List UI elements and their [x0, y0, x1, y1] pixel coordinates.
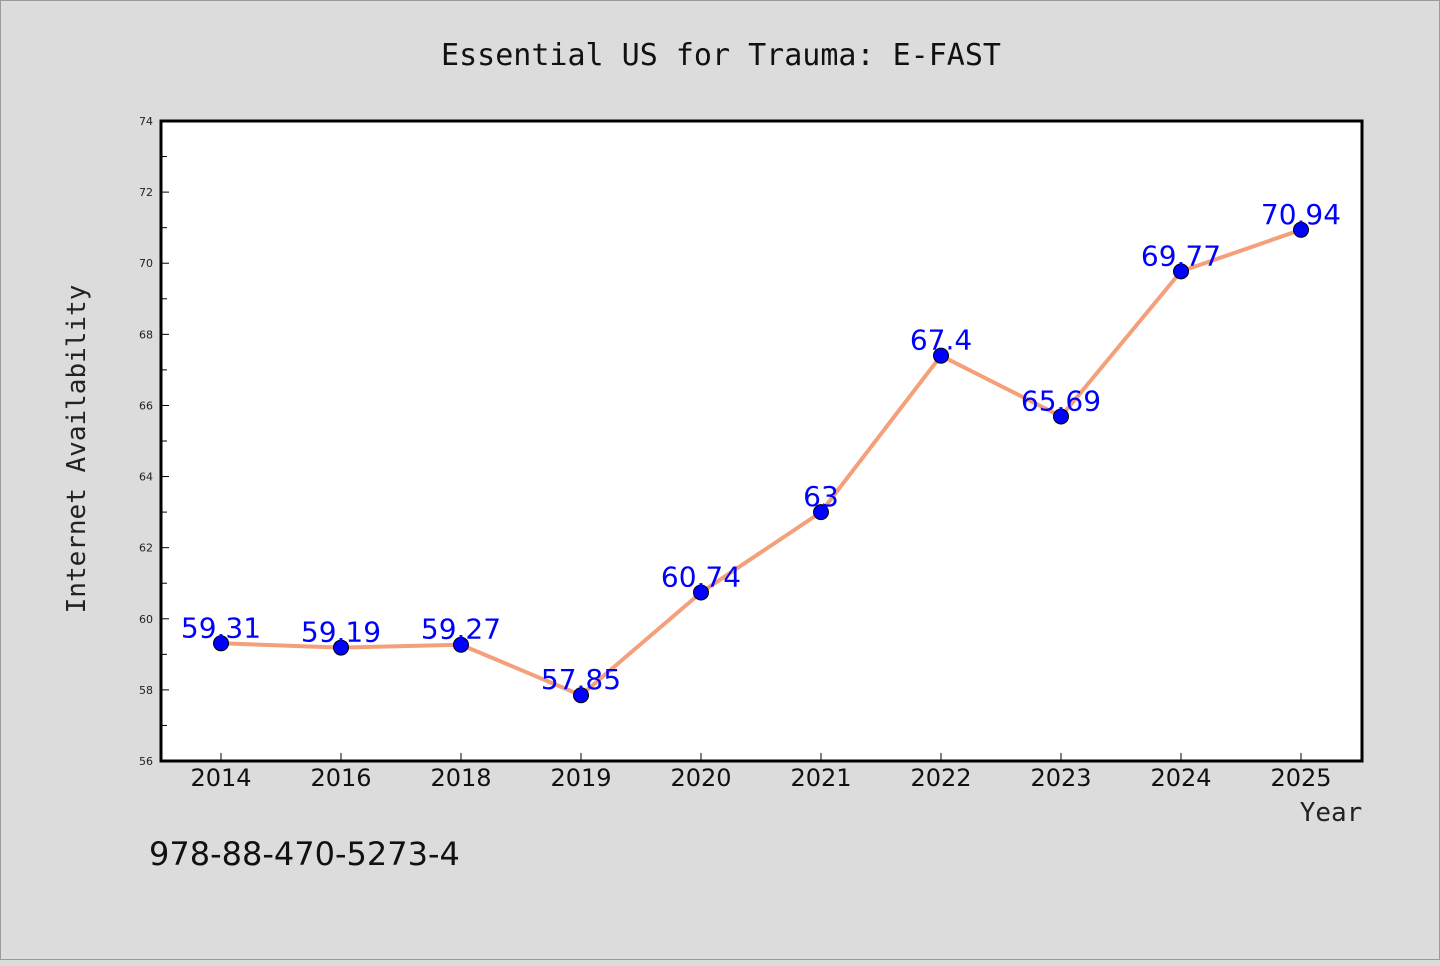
- data-label: 65.69: [1021, 384, 1101, 417]
- data-label: 57.85: [541, 663, 621, 696]
- data-labels: 59.31 59.19 59.27 57.85 60.74 63 67.4 65.69 69.7…: [181, 198, 1341, 696]
- data-label: 67.4: [910, 324, 972, 357]
- x-axis-label: Year: [1300, 798, 1363, 828]
- x-tick-label: 2021: [790, 764, 851, 792]
- plot-frame: [159, 119, 1364, 763]
- y-tick-label: 64: [139, 471, 153, 484]
- x-tick-label: 2024: [1150, 764, 1211, 792]
- y-tick-label: 56: [139, 755, 153, 768]
- data-label: 59.27: [421, 613, 501, 646]
- data-label: 69.77: [1141, 239, 1221, 272]
- y-tick-label: 60: [139, 613, 153, 626]
- data-label: 59.19: [301, 616, 381, 649]
- data-markers: [213, 221, 1309, 704]
- data-point: [453, 636, 469, 653]
- plot-area: [161, 121, 1362, 761]
- data-point: [1293, 221, 1309, 238]
- y-axis: 56 58 60 62 64 66 68 70 72 74: [139, 115, 169, 768]
- x-tick-label: 2014: [190, 764, 251, 792]
- chart-title: Essential US for Trauma: E-FAST: [441, 38, 1001, 73]
- y-tick-label: 72: [139, 186, 153, 199]
- x-tick-label: 2022: [910, 764, 971, 792]
- y-tick-label: 58: [139, 684, 153, 697]
- data-point: [693, 584, 709, 601]
- data-point: [813, 504, 829, 521]
- data-label: 59.31: [181, 611, 261, 644]
- x-axis: 2014 2016 2018 2019 2020 2021 2022 2023 2024 2025: [190, 753, 1332, 792]
- isbn-footer: 978-88-470-5273-4: [149, 835, 460, 873]
- data-label: 60.74: [661, 560, 741, 593]
- data-point: [1173, 263, 1189, 280]
- x-tick-label: 2016: [310, 764, 371, 792]
- data-point: [573, 687, 589, 704]
- x-tick-label: 2023: [1030, 764, 1091, 792]
- data-point: [213, 635, 229, 652]
- y-tick-label: 62: [139, 542, 153, 555]
- x-tick-label: 2025: [1270, 764, 1331, 792]
- x-tick-label: 2019: [550, 764, 611, 792]
- y-tick-label: 68: [139, 328, 153, 341]
- x-tick-label: 2018: [430, 764, 491, 792]
- y-tick-label: 70: [139, 257, 153, 270]
- y-axis-label: Internet Availability: [62, 285, 92, 614]
- data-point: [1053, 408, 1069, 425]
- y-tick-label: 66: [139, 399, 153, 412]
- data-label: 70.94: [1261, 198, 1341, 231]
- y-tick-label: 74: [139, 115, 153, 128]
- data-point: [333, 639, 349, 656]
- x-tick-label: 2020: [670, 764, 731, 792]
- data-point: [933, 347, 949, 364]
- data-label: 63: [803, 480, 839, 513]
- series-line: [219, 227, 1303, 698]
